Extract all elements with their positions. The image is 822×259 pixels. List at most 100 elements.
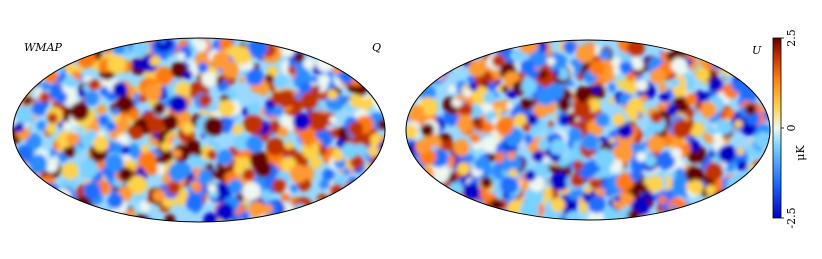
map-blob: [367, 71, 383, 88]
map-blob: [656, 151, 676, 170]
map-blob: [455, 210, 468, 220]
map-blob: [153, 102, 166, 115]
map-blob: [87, 38, 104, 51]
map-blob: [342, 167, 351, 176]
map-blob: [532, 161, 549, 178]
map-blob: [450, 47, 467, 64]
map-blob: [481, 40, 496, 49]
map-blob: [599, 49, 611, 61]
map-blob: [117, 117, 130, 130]
map-blob: [301, 141, 320, 160]
map-blob: [341, 142, 358, 159]
map-blob: [745, 187, 760, 202]
map-blob: [650, 111, 663, 124]
map-blob: [442, 139, 454, 152]
map-blob: [377, 87, 385, 102]
map-blob: [671, 147, 682, 159]
map-blob: [559, 114, 570, 125]
map-blob: [705, 40, 718, 47]
map-blob: [716, 119, 733, 135]
map-blob: [203, 116, 224, 137]
map-blob: [36, 194, 52, 210]
map-blob: [406, 52, 417, 73]
map-blob: [307, 38, 326, 51]
map-blob: [756, 160, 764, 167]
map-blob: [214, 168, 225, 180]
map-blob: [417, 65, 426, 74]
map-blob: [317, 200, 337, 219]
map-blob: [44, 188, 62, 206]
map-blob: [33, 65, 42, 73]
map-blob: [422, 194, 439, 211]
map-blob: [752, 182, 770, 203]
map-blob: [671, 175, 690, 193]
map-blob: [688, 179, 704, 195]
map-blob: [198, 94, 212, 107]
map-blob: [27, 202, 45, 221]
map-blob: [104, 214, 113, 222]
map-blob: [248, 201, 265, 218]
map-blob: [429, 199, 449, 219]
map-blob: [118, 167, 133, 182]
map-blob: [351, 38, 363, 51]
map-blob: [348, 121, 364, 137]
map-blob: [417, 181, 429, 193]
map-blob: [152, 189, 166, 203]
map-blob: [23, 180, 42, 200]
map-blob: [44, 159, 59, 173]
map-blob: [218, 99, 236, 117]
map-blob: [674, 167, 686, 178]
map-blob: [13, 38, 23, 48]
map-blob: [370, 200, 382, 211]
map-blob: [597, 188, 606, 196]
map-blob: [349, 94, 364, 108]
map-blob: [736, 147, 744, 156]
map-blob: [530, 132, 537, 138]
map-blob: [646, 175, 664, 193]
map-blob: [734, 119, 743, 129]
map-blob: [550, 197, 566, 212]
map-blob: [66, 132, 80, 146]
map-blob: [728, 44, 743, 59]
map-blob: [491, 214, 498, 220]
map-blob: [424, 51, 442, 69]
map-blob: [240, 69, 248, 78]
map-blob: [547, 121, 554, 128]
map-blob: [632, 59, 644, 71]
map-blob: [31, 100, 47, 116]
map-blob: [374, 79, 385, 97]
map-blob: [340, 39, 358, 57]
map-blob: [47, 203, 56, 212]
map-blob: [13, 160, 25, 180]
map-blob: [538, 138, 550, 151]
map-blob: [609, 137, 616, 144]
map-blob: [289, 213, 302, 222]
map-blob: [748, 178, 766, 196]
map-blob: [462, 204, 481, 220]
map-blob: [144, 161, 158, 176]
map-blob: [492, 40, 511, 50]
map-blob: [416, 191, 433, 208]
map-blob: [751, 194, 763, 206]
map-blob: [408, 43, 427, 62]
map-blob: [289, 164, 308, 183]
map-blob: [734, 182, 751, 199]
map-blob: [79, 159, 99, 179]
map-blob: [39, 91, 50, 103]
map-blob: [63, 38, 82, 53]
map-blob: [730, 45, 750, 65]
map-blob: [522, 123, 531, 133]
map-blob: [311, 76, 319, 83]
map-blob: [319, 214, 327, 221]
map-blob: [310, 156, 322, 169]
map-blob: [495, 106, 503, 115]
map-blob: [587, 209, 605, 220]
map-blob: [325, 40, 338, 53]
map-blob: [657, 212, 671, 220]
map-blob: [594, 148, 615, 169]
map-blob: [355, 56, 364, 64]
map-blob: [190, 180, 200, 190]
map-blob: [730, 40, 747, 53]
map-blob: [619, 60, 634, 75]
